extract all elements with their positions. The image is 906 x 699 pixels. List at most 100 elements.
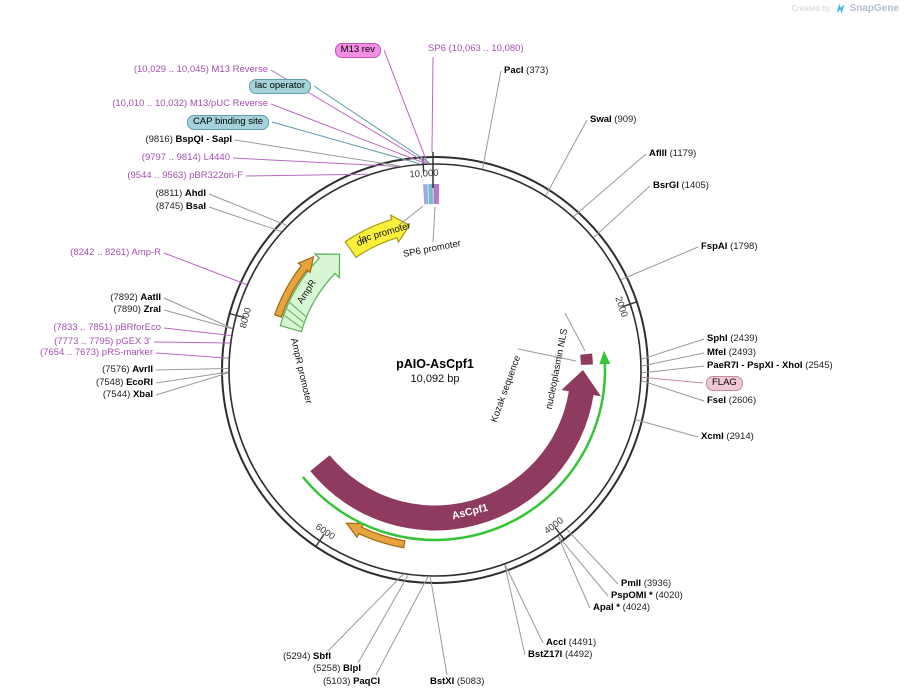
site-name: SphI bbox=[707, 333, 728, 344]
site-position: (1405) bbox=[678, 180, 709, 191]
site-label-swai[interactable]: SwaI (909) bbox=[590, 113, 636, 126]
ampr-feature[interactable] bbox=[279, 253, 341, 333]
ori-feature[interactable] bbox=[344, 214, 411, 259]
site-label-pbrforeco[interactable]: (7833 .. 7851) pBRforEco bbox=[53, 321, 161, 334]
site-position: (3936) bbox=[641, 578, 672, 589]
site-position: (4020) bbox=[652, 590, 683, 601]
site-name: PacI bbox=[504, 65, 524, 76]
feature-tag-text: lac operator bbox=[248, 79, 311, 94]
site-label-avrii[interactable]: (7576) AvrII bbox=[102, 363, 153, 376]
site-label-ahdi[interactable]: (8811) AhdI bbox=[155, 187, 206, 200]
site-label-aatii[interactable]: (7892) AatII bbox=[110, 291, 161, 304]
promoter-arrow-bottom-feature[interactable] bbox=[345, 522, 406, 549]
site-label-bstxi[interactable]: BstXI (5083) bbox=[430, 675, 484, 688]
site-label-blpi[interactable]: (5258) BlpI bbox=[313, 662, 361, 675]
leader-apai bbox=[557, 536, 591, 609]
feature-tag-text: FLAG bbox=[706, 376, 743, 391]
site-label-acci[interactable]: AccI (4491) bbox=[546, 636, 596, 649]
lac-promoter-mark-feature[interactable] bbox=[423, 184, 429, 205]
site-label-mfei[interactable]: MfeI (2493) bbox=[707, 346, 756, 359]
leader-cap-binding-site bbox=[271, 121, 420, 165]
site-label-m13-reverse[interactable]: (10,029 .. 10,045) M13 Reverse bbox=[134, 63, 268, 76]
leader-fspai bbox=[621, 246, 699, 281]
leader-bstxi bbox=[429, 576, 448, 676]
site-position: (7576) bbox=[102, 364, 133, 375]
leader-sphi bbox=[641, 338, 705, 360]
site-label-fsei[interactable]: FseI (2606) bbox=[707, 394, 756, 407]
ascpf1-feature[interactable] bbox=[310, 370, 601, 531]
site-name: ZraI bbox=[143, 304, 161, 315]
site-label-ecori[interactable]: (7548) EcoRI bbox=[96, 376, 153, 389]
ampr-promoter-feature[interactable] bbox=[273, 255, 315, 318]
site-label-sbfi[interactable]: (5294) SbfI bbox=[283, 650, 331, 663]
site-label-bspqi-sapi[interactable]: (9816) BspQI - SapI bbox=[145, 133, 232, 146]
site-label-paqci[interactable]: (5103) PaqCI bbox=[323, 675, 380, 688]
leader-bspqi-sapi bbox=[234, 139, 400, 167]
site-name: M13 Reverse bbox=[211, 64, 269, 75]
snapgene-logo-icon bbox=[835, 3, 846, 14]
site-position: (909) bbox=[611, 114, 637, 125]
site-label-sphi[interactable]: SphI (2439) bbox=[707, 332, 758, 345]
backbone-inner-ring bbox=[228, 163, 642, 577]
site-label-prs-marker[interactable]: (7654 .. 7673) pRS-marker bbox=[40, 346, 153, 359]
site-label-zrai[interactable]: (7890) ZraI bbox=[113, 303, 161, 316]
site-position: (9797 .. 9814) bbox=[141, 152, 204, 163]
site-position: (4491) bbox=[566, 637, 597, 648]
connector-line bbox=[517, 348, 577, 362]
site-label-fspai[interactable]: FspAI (1798) bbox=[701, 240, 758, 253]
connector-line bbox=[432, 206, 436, 243]
leader-acci bbox=[504, 564, 544, 644]
leader-ecori bbox=[155, 371, 229, 384]
site-name: pGEX 3' bbox=[115, 336, 151, 347]
leader-pbr322ori-f bbox=[245, 173, 368, 177]
site-label-paer7i-pspxi-xhoi[interactable]: PaeR7I - PspXI - XhoI (2545) bbox=[707, 359, 833, 372]
feature-tag-m13-rev[interactable]: M13 rev bbox=[334, 43, 381, 58]
feature-tag-flag[interactable]: FLAG bbox=[706, 376, 743, 391]
sp6-promoter-mark-feature[interactable] bbox=[433, 184, 440, 205]
plasmid-size: 10,092 bp bbox=[410, 373, 460, 385]
site-position: (2545) bbox=[802, 360, 833, 371]
site-name: ApaI * bbox=[593, 602, 620, 613]
nucleoplasmin-nls-feature[interactable] bbox=[580, 353, 593, 365]
hatch-line bbox=[284, 315, 302, 329]
orf-frame-feature[interactable] bbox=[301, 364, 607, 542]
leader-flag bbox=[641, 376, 704, 384]
site-position: (5294) bbox=[282, 651, 314, 662]
leader-pbrforeco bbox=[163, 327, 231, 336]
site-label-pspomi[interactable]: PspOMI * (4020) bbox=[611, 589, 683, 602]
site-position: (5083) bbox=[454, 676, 485, 687]
feature-tag-lac-operator[interactable]: lac operator bbox=[248, 79, 311, 94]
site-name: XbaI bbox=[132, 389, 153, 400]
site-label-aflii[interactable]: AflII (1179) bbox=[649, 147, 696, 160]
site-label-apai[interactable]: ApaI * (4024) bbox=[593, 601, 650, 614]
site-name: M13/pUC Reverse bbox=[189, 98, 268, 109]
site-name: XcmI bbox=[701, 431, 724, 442]
site-label-amp-r[interactable]: (8242 .. 8261) Amp-R bbox=[70, 246, 161, 259]
site-label-m13-puc-reverse[interactable]: (10,010 .. 10,032) M13/pUC Reverse bbox=[112, 97, 268, 110]
site-label-sp6[interactable]: SP6 (10,063 .. 10,080) bbox=[428, 42, 524, 55]
site-position: (9544 .. 9563) bbox=[127, 170, 190, 181]
site-name: pBRforEco bbox=[115, 322, 161, 333]
site-label-pgex-3[interactable]: (7773 .. 7795) pGEX 3' bbox=[54, 335, 151, 348]
site-name: Amp-R bbox=[131, 247, 161, 258]
site-name: AflII bbox=[649, 148, 667, 159]
plasmid-name: pAIO-AsCpf1 bbox=[396, 357, 474, 371]
site-label-bsrgi[interactable]: BsrGI (1405) bbox=[653, 179, 709, 192]
tick-mark-4000 bbox=[554, 527, 566, 541]
watermark-brand: SnapGene bbox=[849, 3, 899, 14]
site-name: AvrII bbox=[132, 364, 153, 375]
site-label-bstz17i[interactable]: BstZ17I (4492) bbox=[528, 648, 592, 661]
site-label-bsai[interactable]: (8745) BsaI bbox=[156, 200, 206, 213]
site-label-xcmi[interactable]: XcmI (2914) bbox=[701, 430, 754, 443]
site-label-paci[interactable]: PacI (373) bbox=[504, 64, 548, 77]
site-label-pmli[interactable]: PmlI (3936) bbox=[621, 577, 671, 590]
tick-mark-2000 bbox=[622, 300, 638, 308]
site-name: SbfI bbox=[313, 651, 331, 662]
site-name: pBR322ori-F bbox=[189, 170, 243, 181]
site-label-l4440[interactable]: (9797 .. 9814) L4440 bbox=[142, 151, 230, 164]
site-label-pbr322ori-f[interactable]: (9544 .. 9563) pBR322ori-F bbox=[127, 169, 243, 182]
site-name: PaqCI bbox=[353, 676, 380, 687]
lac-operator-mark-feature[interactable] bbox=[428, 184, 433, 205]
site-label-xbai[interactable]: (7544) XbaI bbox=[103, 388, 153, 401]
feature-tag-cap-binding-site[interactable]: CAP binding site bbox=[186, 115, 269, 130]
